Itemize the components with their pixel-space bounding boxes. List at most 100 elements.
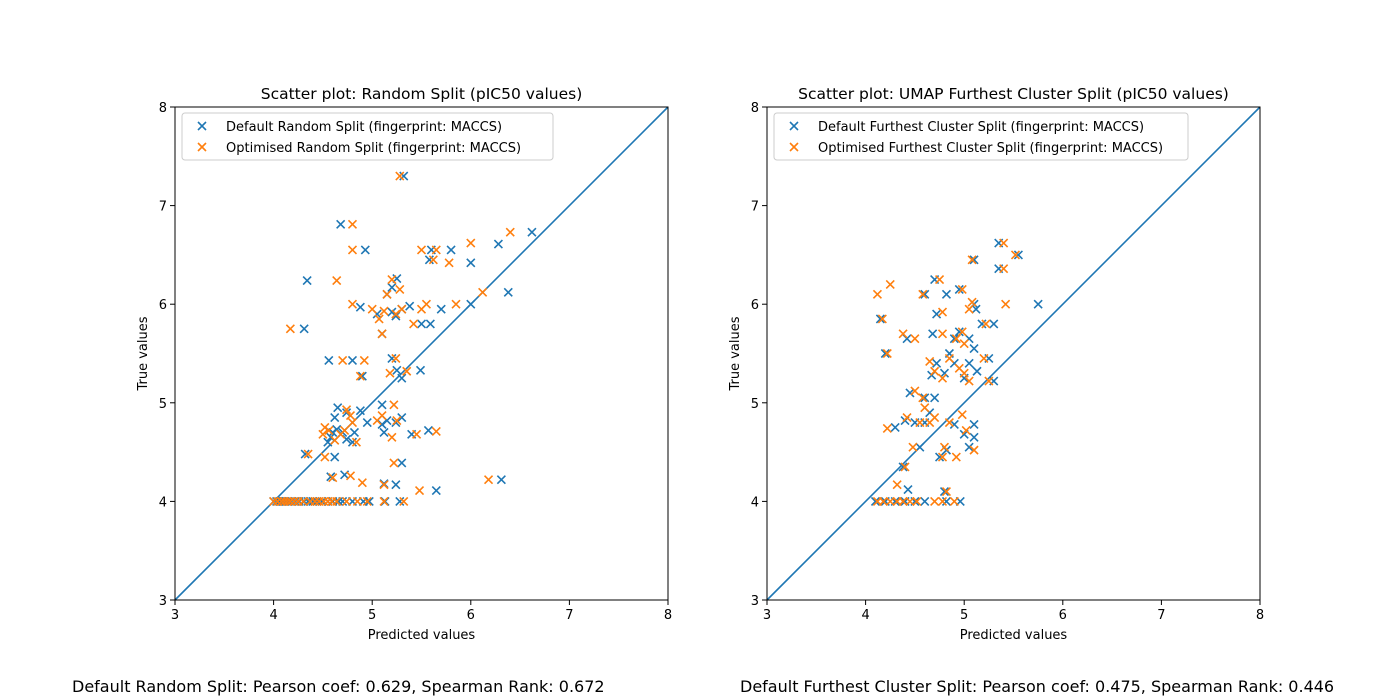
data-point — [932, 309, 942, 319]
data-point — [969, 344, 979, 354]
data-point — [377, 400, 387, 410]
data-point — [937, 452, 948, 462]
data-point — [323, 496, 333, 506]
data-point — [905, 388, 915, 398]
data-point — [964, 304, 974, 314]
data-point — [969, 255, 979, 265]
data-point — [377, 329, 387, 339]
plot-frame — [174, 106, 669, 601]
x-tick-label: 7 — [1157, 608, 1165, 623]
data-point — [341, 496, 352, 506]
data-point — [391, 353, 401, 363]
data-point — [999, 238, 1009, 248]
data-point — [364, 496, 374, 506]
data-point — [915, 442, 925, 452]
data-point — [930, 393, 940, 403]
data-point — [903, 485, 913, 495]
data-point — [979, 353, 989, 363]
legend: Default Random Split (fingerprint: MACCS… — [181, 112, 554, 161]
identity-line — [174, 106, 669, 601]
data-point — [320, 452, 330, 462]
data-point — [399, 496, 409, 506]
data-point — [984, 376, 994, 386]
data-point — [941, 486, 952, 497]
data-point — [941, 289, 952, 299]
data-point — [425, 319, 435, 329]
data-point — [319, 496, 329, 506]
data-point — [446, 245, 456, 255]
data-point — [870, 496, 881, 506]
data-point — [981, 319, 991, 329]
data-point — [324, 355, 334, 365]
data-point — [1010, 250, 1021, 260]
y-tick-label: 5 — [751, 397, 759, 412]
data-point — [898, 329, 908, 339]
data-point — [402, 366, 412, 376]
data-point — [416, 319, 427, 329]
x-tick-label: 8 — [1256, 608, 1264, 623]
data-point — [423, 425, 433, 435]
data-point — [332, 275, 342, 286]
data-point — [882, 423, 892, 434]
data-point — [872, 289, 882, 299]
data-point — [493, 239, 503, 249]
legend-marker — [789, 121, 799, 131]
series-optimised — [872, 238, 1021, 506]
data-point — [957, 327, 967, 337]
y-tick-label: 6 — [751, 298, 759, 313]
x-axis-label: Predicted values — [960, 628, 1068, 643]
data-point — [333, 403, 343, 413]
data-point — [357, 478, 367, 488]
x-tick-label: 4 — [269, 608, 277, 623]
data-point — [389, 458, 399, 468]
data-point — [392, 415, 402, 426]
data-point — [875, 314, 885, 324]
data-point — [892, 480, 902, 490]
data-point — [964, 376, 974, 386]
data-point — [918, 393, 928, 403]
data-point — [478, 287, 488, 297]
legend-entry: Optimised Random Split (fingerprint: MAC… — [226, 141, 521, 156]
data-point — [289, 496, 299, 506]
data-point — [882, 348, 892, 359]
x-tick-label: 5 — [368, 608, 376, 623]
data-point — [355, 371, 365, 381]
data-point — [937, 329, 948, 339]
x-tick-label: 3 — [763, 608, 771, 623]
data-point — [323, 437, 333, 447]
data-point — [330, 413, 340, 423]
data-point — [298, 496, 308, 506]
data-point — [898, 496, 908, 506]
data-point — [421, 299, 431, 309]
data-point — [949, 334, 959, 344]
data-point — [937, 496, 948, 506]
data-point — [397, 458, 407, 468]
data-point — [999, 264, 1009, 274]
data-point — [405, 301, 415, 311]
data-point — [269, 496, 279, 506]
x-tick-label: 5 — [960, 608, 968, 623]
data-point — [399, 171, 409, 181]
data-point — [352, 496, 362, 506]
data-point — [878, 496, 888, 506]
data-point — [925, 356, 935, 366]
data-point — [428, 255, 438, 265]
data-point — [392, 365, 402, 375]
data-point — [285, 496, 295, 506]
data-point — [424, 255, 434, 265]
data-point — [466, 238, 476, 248]
data-point — [930, 413, 940, 423]
data-point — [379, 496, 389, 506]
data-point — [300, 449, 310, 459]
y-tick-label: 7 — [751, 200, 759, 215]
data-point — [1001, 299, 1011, 309]
data-point — [328, 473, 338, 483]
chart-title: Scatter plot: Random Split (pIC50 values… — [261, 85, 583, 103]
data-point — [930, 366, 940, 376]
data-point — [900, 462, 910, 472]
data-point — [377, 411, 387, 421]
data-point — [347, 437, 358, 447]
identity-line — [766, 106, 1261, 601]
data-point — [877, 314, 887, 324]
data-point — [347, 299, 358, 309]
